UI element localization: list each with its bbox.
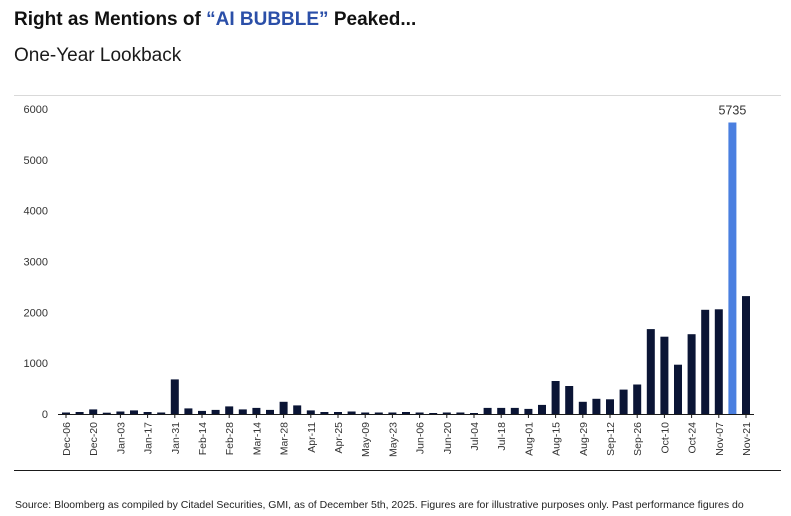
y-tick-label: 1000	[24, 358, 48, 370]
x-tick-label: Jun-06	[415, 422, 427, 454]
bar	[538, 404, 546, 414]
bar	[551, 381, 560, 414]
x-tick-label: Mar-28	[279, 422, 291, 455]
bar	[619, 389, 628, 414]
title-highlight: “AI BUBBLE”	[206, 9, 329, 30]
bar	[578, 401, 587, 414]
chart-frame-top-border	[14, 95, 781, 96]
bar	[606, 399, 614, 414]
chart-subtitle: One-Year Lookback	[14, 45, 182, 66]
bar	[320, 412, 329, 414]
bar	[198, 410, 206, 414]
y-tick-label: 6000	[24, 104, 48, 116]
bar	[116, 411, 125, 414]
bar	[347, 411, 356, 414]
bar	[442, 412, 451, 414]
bar	[497, 407, 506, 414]
bar	[62, 412, 70, 414]
bar	[374, 412, 383, 414]
x-tick-label: Jan-03	[115, 422, 127, 454]
bar	[402, 412, 410, 414]
x-tick-label: Dec-06	[61, 422, 73, 456]
x-tick-label: Jan-31	[170, 422, 182, 454]
bar	[633, 384, 642, 414]
bar	[687, 334, 696, 414]
x-axis: Dec-06 Dec-20 Jan-03 Jan-17 Jan-31 Feb-14 Feb-…	[58, 414, 754, 457]
bar	[238, 409, 247, 414]
bar	[483, 407, 492, 414]
bar	[102, 412, 111, 414]
x-tick-label: Aug-29	[578, 422, 590, 456]
x-tick-label: Apr-11	[306, 422, 318, 453]
bar-series	[62, 122, 750, 415]
chart-title: Right as Mentions of “AI BUBBLE” Peaked.…	[14, 9, 416, 31]
y-tick-label: 0	[42, 409, 48, 421]
x-tick-label: May-23	[387, 422, 399, 457]
x-tick-label: Apr-25	[333, 422, 345, 454]
bar	[524, 408, 533, 414]
bar	[130, 410, 138, 414]
bar	[306, 410, 315, 414]
y-tick-label: 3000	[24, 257, 48, 269]
bar	[714, 309, 723, 414]
title-suffix: Peaked...	[328, 9, 417, 30]
x-tick-label: Jun-20	[442, 422, 454, 454]
x-tick-label: Feb-28	[224, 422, 236, 455]
y-axis: 0 1000 2000 3000 4000 5000 6000	[24, 104, 48, 421]
x-tick-label: Mar-14	[251, 422, 263, 455]
bar	[225, 406, 234, 414]
title-prefix: Right as Mentions of	[14, 9, 207, 30]
bar	[170, 379, 179, 414]
x-tick-label: Dec-20	[88, 422, 100, 456]
y-tick-label: 2000	[24, 307, 48, 319]
bar	[252, 407, 261, 414]
bar	[470, 413, 478, 414]
x-tick-label: Jul-04	[469, 422, 481, 451]
y-tick-label: 4000	[24, 206, 48, 218]
bar	[293, 405, 302, 414]
bar	[211, 409, 220, 414]
data-label: 5735	[718, 103, 746, 117]
x-tick-label: Aug-15	[551, 422, 563, 456]
x-tick-label: May-09	[360, 422, 372, 457]
bar	[742, 296, 750, 414]
chart-frame-bottom-border	[14, 470, 781, 471]
x-tick-label: Feb-14	[197, 422, 209, 455]
bar	[184, 408, 193, 414]
bar	[143, 412, 152, 414]
bar	[334, 412, 342, 414]
source-footnote: Source: Bloomberg as compiled by Citadel…	[15, 499, 744, 511]
bar	[75, 412, 84, 414]
data-labels: 5735	[718, 103, 746, 117]
x-tick-label: Nov-21	[741, 422, 753, 456]
x-tick-label: Jan-17	[143, 422, 155, 454]
x-tick-label: Oct-24	[687, 422, 699, 454]
bar	[565, 386, 574, 414]
x-tick-label: Jul-18	[496, 422, 508, 451]
bar	[157, 412, 166, 414]
bar	[266, 409, 274, 414]
bar	[701, 309, 710, 414]
bar	[660, 336, 669, 414]
x-tick-label: Sep-26	[632, 422, 644, 456]
bar	[388, 412, 397, 414]
y-tick-label: 5000	[24, 155, 48, 167]
bar	[674, 364, 682, 414]
bar-highlight	[728, 122, 737, 414]
bar	[415, 412, 424, 414]
bar	[361, 412, 370, 414]
x-tick-label: Oct-10	[659, 422, 671, 454]
bar	[456, 412, 465, 414]
x-tick-label: Nov-07	[714, 422, 726, 456]
bar	[89, 409, 98, 414]
x-tick-label: Aug-01	[523, 422, 535, 456]
bar	[429, 413, 438, 414]
bar	[279, 401, 288, 414]
bar	[646, 329, 655, 414]
x-tick-label: Sep-12	[605, 422, 617, 456]
bar	[510, 407, 519, 414]
bar	[592, 398, 601, 415]
